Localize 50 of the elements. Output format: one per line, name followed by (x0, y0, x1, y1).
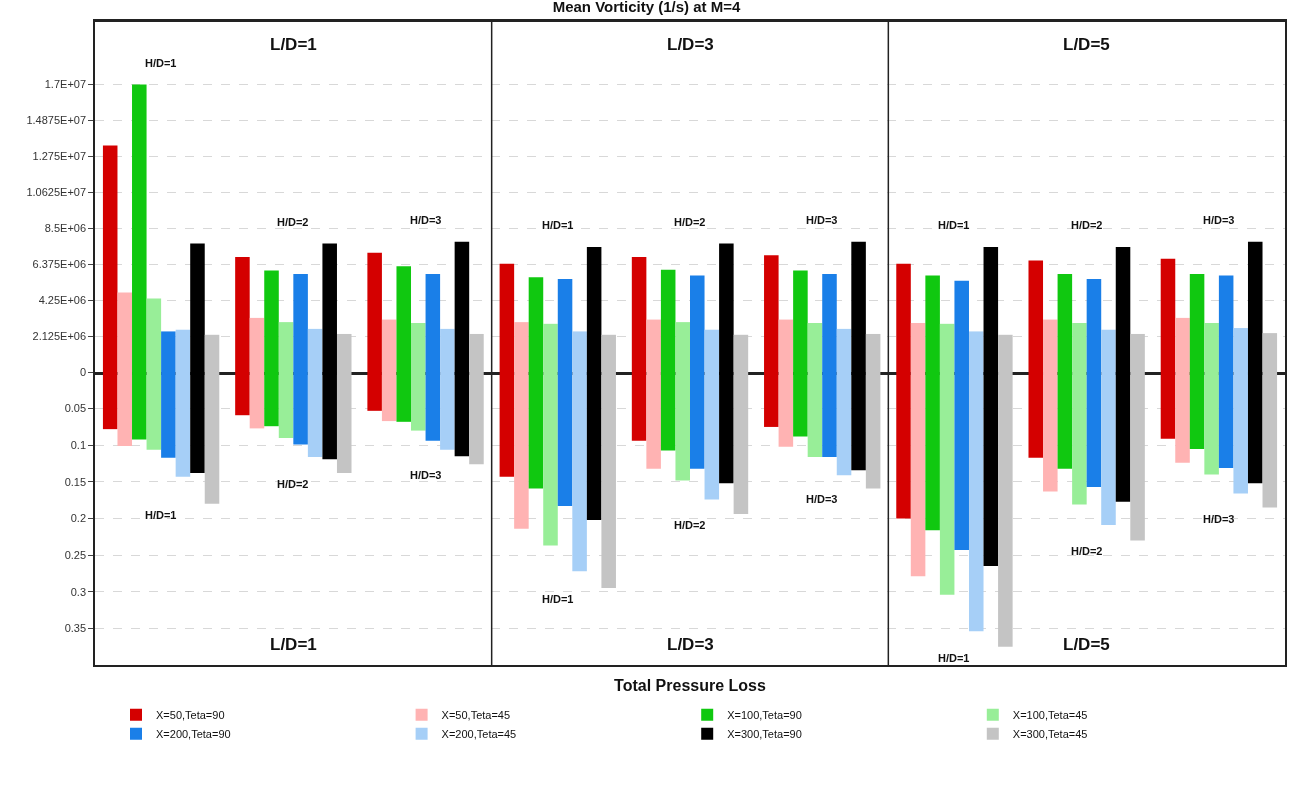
y-tick-label: 0.25 (64, 548, 87, 561)
x-tick-label: H/D=3 (1203, 513, 1235, 525)
x-tick-label: H/D=2 (1071, 545, 1103, 557)
chart-title: Mean Vorticity (1/s) at M=4 (552, 0, 741, 16)
x-tick-label: H/D=3 (806, 493, 838, 505)
x-tick-label: H/D=1 (542, 593, 574, 605)
y-tick-label: 6.375E+06 (32, 258, 87, 271)
y-tick-label: 0 (79, 365, 87, 378)
y-tick-label: 1.275E+07 (32, 150, 87, 163)
legend-label: X=200,Teta=45 (441, 727, 517, 740)
annotation: L/D=3 (667, 635, 714, 654)
legend-label: X=50,Teta=45 (441, 708, 511, 721)
y-tick-label: 2.125E+06 (32, 329, 87, 342)
x-tick-label: H/D=1 (542, 219, 574, 231)
legend-label: X=50,Teta=90 (156, 708, 225, 721)
x-tick-label: H/D=2 (1071, 219, 1103, 231)
x-tick-label: H/D=1 (145, 509, 177, 521)
legend-label: X=100,Teta=90 (727, 708, 802, 721)
y-tick-label: 4.25E+06 (38, 293, 87, 306)
y-tick-label: 1.0625E+07 (26, 186, 87, 199)
x-tick-label: H/D=1 (938, 219, 970, 231)
x-tick-label: H/D=1 (938, 652, 970, 664)
x-tick-label: H/D=1 (145, 57, 177, 69)
y-tick-label: 0.05 (64, 402, 87, 415)
x-tick-label: H/D=2 (674, 216, 706, 228)
annotation: L/D=1 (270, 35, 317, 54)
y-tick-label: 0.35 (64, 622, 87, 635)
annotation: L/D=1 (270, 635, 317, 654)
annotation: L/D=5 (1063, 635, 1110, 654)
y-tick-label: 0.1 (70, 439, 87, 452)
x-tick-label: H/D=3 (1203, 214, 1235, 226)
x-tick-label: H/D=2 (674, 519, 706, 531)
legend-label: X=300,Teta=45 (1012, 727, 1088, 740)
legend-label: X=100,Teta=45 (1012, 708, 1088, 721)
y-tick-label: 1.7E+07 (44, 78, 87, 91)
x-tick-label: H/D=2 (277, 216, 309, 228)
x-tick-label: H/D=3 (410, 469, 442, 481)
y-tick-label: 8.5E+06 (44, 222, 87, 235)
x-tick-label: H/D=3 (410, 214, 442, 226)
y-tick-label: 1.4875E+07 (26, 114, 87, 127)
y-tick-label: 0.2 (70, 512, 87, 525)
y-tick-label: 0.15 (64, 475, 87, 488)
legend-label: X=200,Teta=90 (156, 727, 231, 740)
x-tick-label: H/D=2 (277, 478, 309, 490)
y-tick-label: 0.3 (70, 585, 87, 598)
x-tick-label: H/D=3 (806, 214, 838, 226)
annotation: L/D=5 (1063, 35, 1110, 54)
legend-label: X=300,Teta=90 (727, 727, 802, 740)
x-axis-title: Total Pressure Loss (614, 676, 766, 694)
annotation: L/D=3 (667, 35, 714, 54)
